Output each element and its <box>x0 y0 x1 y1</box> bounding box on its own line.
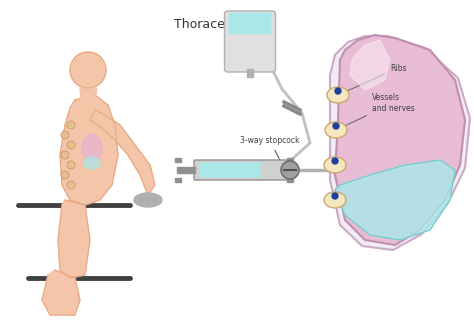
Polygon shape <box>335 35 465 245</box>
Bar <box>287 158 293 162</box>
Polygon shape <box>80 88 97 100</box>
Text: Ribs: Ribs <box>340 64 407 94</box>
Polygon shape <box>335 160 455 240</box>
Circle shape <box>67 141 75 149</box>
Bar <box>175 178 181 182</box>
Polygon shape <box>60 95 118 205</box>
Ellipse shape <box>324 192 346 208</box>
Circle shape <box>332 158 338 164</box>
Text: Vessels
and nerves: Vessels and nerves <box>338 93 415 129</box>
Circle shape <box>335 88 341 94</box>
Polygon shape <box>58 200 90 278</box>
Text: 3-way stopcock: 3-way stopcock <box>240 136 300 178</box>
Bar <box>287 178 293 182</box>
Bar <box>247 69 253 77</box>
Ellipse shape <box>134 193 162 207</box>
FancyBboxPatch shape <box>194 160 291 180</box>
Circle shape <box>332 193 338 199</box>
Ellipse shape <box>82 134 102 162</box>
Ellipse shape <box>84 157 100 169</box>
Polygon shape <box>90 110 155 195</box>
Text: Thoracentesis: Thoracentesis <box>174 18 262 31</box>
FancyBboxPatch shape <box>228 13 272 34</box>
Polygon shape <box>330 36 470 250</box>
Circle shape <box>70 52 106 88</box>
Ellipse shape <box>325 122 347 138</box>
Circle shape <box>61 131 69 139</box>
Circle shape <box>67 121 75 129</box>
Polygon shape <box>42 270 80 315</box>
Bar <box>175 158 181 162</box>
Circle shape <box>333 123 339 129</box>
Circle shape <box>281 161 299 179</box>
Circle shape <box>67 181 75 189</box>
Ellipse shape <box>324 157 346 173</box>
Circle shape <box>67 161 75 169</box>
Bar <box>177 167 195 173</box>
Circle shape <box>61 151 69 159</box>
Circle shape <box>61 171 69 179</box>
FancyBboxPatch shape <box>200 162 261 178</box>
Ellipse shape <box>327 87 349 103</box>
FancyBboxPatch shape <box>225 11 275 72</box>
Polygon shape <box>350 40 390 90</box>
